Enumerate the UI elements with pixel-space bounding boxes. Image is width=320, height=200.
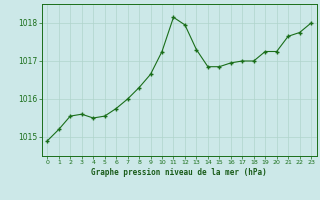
X-axis label: Graphe pression niveau de la mer (hPa): Graphe pression niveau de la mer (hPa) bbox=[91, 168, 267, 177]
